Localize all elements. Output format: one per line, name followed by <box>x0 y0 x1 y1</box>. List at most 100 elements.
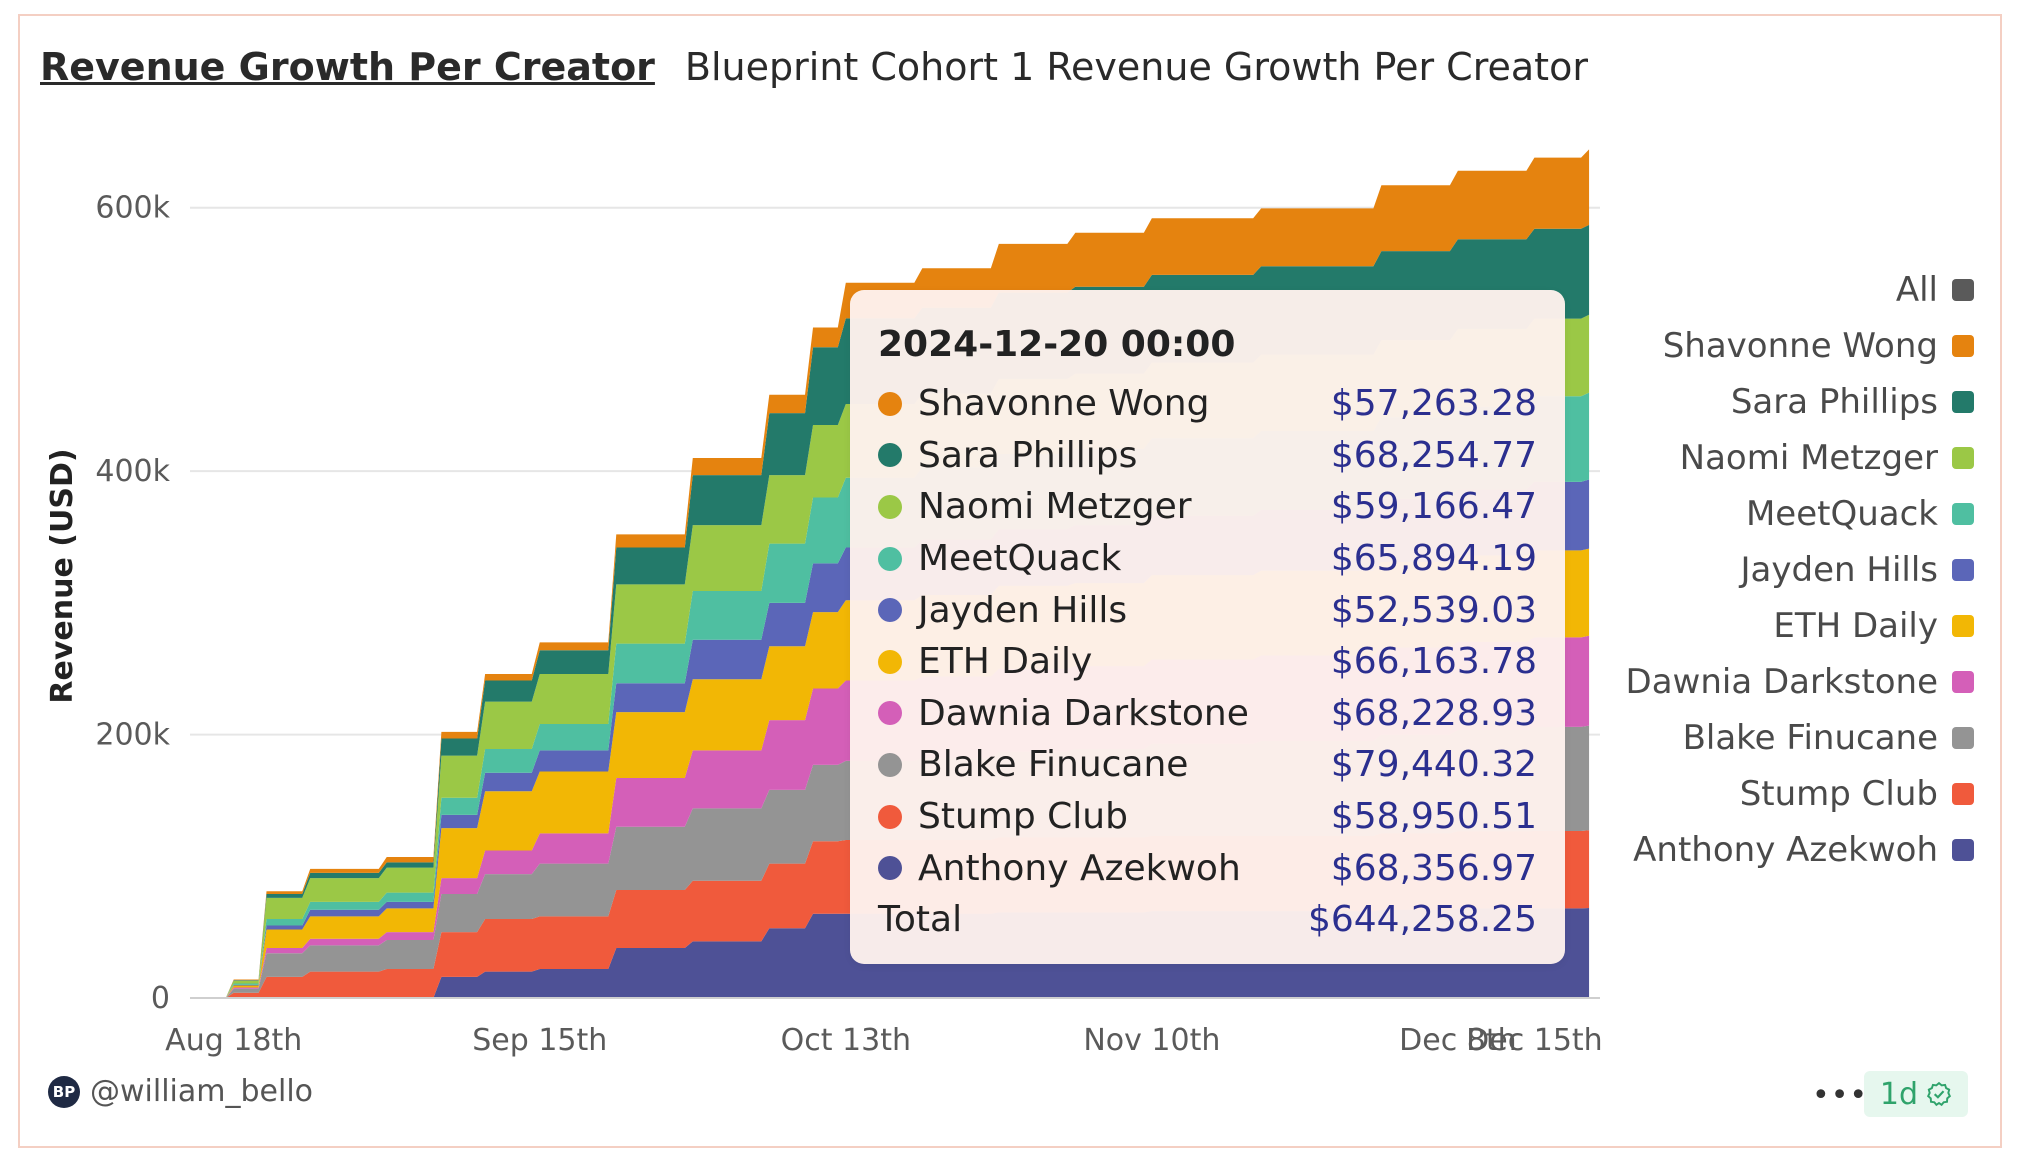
x-tick-label: Nov 10th <box>1083 1023 1220 1058</box>
tooltip-date: 2024-12-20 00:00 <box>878 324 1236 365</box>
legend-item[interactable]: Stump Club <box>1534 766 1974 822</box>
x-tick-label: Aug 18th <box>165 1023 302 1058</box>
series-dot <box>878 649 902 674</box>
legend-label: All <box>1895 270 1938 310</box>
legend-swatch <box>1952 727 1974 749</box>
legend-label: Naomi Metzger <box>1679 438 1938 478</box>
tooltip-series-name: ETH Daily <box>918 641 1093 683</box>
tooltip-series-name: Naomi Metzger <box>918 486 1192 528</box>
tooltip-row: Stump Club $58,950.51 <box>878 791 1537 843</box>
tooltip-row: Dawnia Darkstone $68,228.93 <box>878 688 1537 740</box>
legend-label: Anthony Azekwoh <box>1633 830 1938 870</box>
legend-label: Blake Finucane <box>1682 718 1938 758</box>
y-tick-label: 400k <box>95 454 170 489</box>
legend-label: Jayden Hills <box>1740 550 1938 590</box>
area-series[interactable] <box>190 149 1590 998</box>
legend-swatch <box>1952 447 1974 469</box>
series-dot <box>878 546 902 571</box>
tooltip-series-name: Blake Finucane <box>918 744 1189 786</box>
tooltip-series-name: MeetQuack <box>918 538 1122 580</box>
tooltip-series-name: Shavonne Wong <box>918 383 1210 425</box>
tooltip-row: Blake Finucane $79,440.32 <box>878 739 1537 791</box>
series-dot <box>878 752 902 777</box>
y-tick-label: 600k <box>95 191 170 226</box>
legend-swatch <box>1952 559 1974 581</box>
tooltip-series-name: Anthony Azekwoh <box>918 847 1241 889</box>
tooltip-series-value: $57,263.28 <box>1330 383 1537 425</box>
legend-item[interactable]: Sara Phillips <box>1534 374 1974 430</box>
tooltip-series-value: $68,356.97 <box>1330 847 1537 889</box>
y-axis-title: Revenue (USD) <box>45 448 80 703</box>
legend-swatch <box>1952 279 1974 301</box>
avatar: BP <box>48 1075 80 1108</box>
refresh-status-badge[interactable]: 1d <box>1864 1071 1968 1117</box>
tooltip-series-value: $59,166.47 <box>1330 486 1537 528</box>
legend-item[interactable]: ETH Daily <box>1534 598 1974 654</box>
series-dot <box>878 856 902 881</box>
tooltip-row: Anthony Azekwoh $68,356.97 <box>878 842 1537 894</box>
legend-swatch <box>1952 839 1974 861</box>
tooltip-series-value: $68,254.77 <box>1330 434 1537 476</box>
tooltip-row: Shavonne Wong $57,263.28 <box>878 378 1537 430</box>
tooltip-series-value: $52,539.03 <box>1330 589 1537 631</box>
legend-item[interactable]: Blake Finucane <box>1534 710 1974 766</box>
tooltip-series-value: $58,950.51 <box>1330 796 1537 838</box>
author-username: @william_bello <box>90 1074 314 1109</box>
legend-label: Shavonne Wong <box>1662 326 1938 366</box>
legend-swatch <box>1952 335 1974 357</box>
tooltip-row: Naomi Metzger $59,166.47 <box>878 481 1537 533</box>
header: Revenue Growth Per Creator Blueprint Coh… <box>40 42 1588 92</box>
series-dot <box>878 804 902 829</box>
author[interactable]: BP @william_bello <box>48 1074 313 1109</box>
tooltip-series-value: $79,440.32 <box>1330 744 1537 786</box>
legend-item[interactable]: Shavonne Wong <box>1534 318 1974 374</box>
legend-label: ETH Daily <box>1773 606 1938 646</box>
series-dot <box>878 701 902 726</box>
legend-swatch <box>1952 503 1974 525</box>
tooltip-row: ETH Daily $66,163.78 <box>878 636 1537 688</box>
tooltip-row: MeetQuack $65,894.19 <box>878 533 1537 585</box>
y-tick-label: 0 <box>151 981 170 1016</box>
legend-swatch <box>1952 783 1974 805</box>
legend-swatch <box>1952 671 1974 693</box>
check-circle-icon <box>1927 1081 1952 1107</box>
chart-title-link[interactable]: Revenue Growth Per Creator <box>40 45 655 89</box>
series-dot <box>878 443 902 468</box>
series-dot <box>878 391 902 416</box>
legend-item[interactable]: Jayden Hills <box>1534 542 1974 598</box>
more-options-icon[interactable]: ••• <box>1812 1078 1869 1113</box>
x-tick-label: Sep 15th <box>472 1023 607 1058</box>
refresh-interval-label: 1d <box>1879 1076 1919 1112</box>
chart-subtitle: Blueprint Cohort 1 Revenue Growth Per Cr… <box>684 45 1588 89</box>
legend-item[interactable]: Anthony Azekwoh <box>1534 822 1974 878</box>
legend: All Shavonne Wong Sara Phillips Naomi Metzg… <box>1534 262 1974 878</box>
tooltip-series-value: $68,228.93 <box>1330 692 1537 734</box>
legend-item[interactable]: Dawnia Darkstone <box>1534 654 1974 710</box>
tooltip-row: Jayden Hills $52,539.03 <box>878 584 1537 636</box>
hover-tooltip: 2024-12-20 00:00 Shavonne Wong $57,263.28… <box>850 290 1565 964</box>
legend-label: MeetQuack <box>1745 494 1938 534</box>
tooltip-total-row: Total $644,258.25 <box>878 894 1537 946</box>
legend-label: Dawnia Darkstone <box>1625 662 1938 702</box>
series-dot <box>878 598 902 623</box>
tooltip-series-value: $66,163.78 <box>1330 641 1537 683</box>
legend-label: Stump Club <box>1739 774 1938 814</box>
legend-item[interactable]: Naomi Metzger <box>1534 430 1974 486</box>
tooltip-series-name: Dawnia Darkstone <box>918 692 1249 734</box>
tooltip-series-name: Jayden Hills <box>918 589 1128 631</box>
x-tick-label: Oct 13th <box>781 1023 911 1058</box>
legend-item[interactable]: MeetQuack <box>1534 486 1974 542</box>
tooltip-total-value: $644,258.25 <box>1307 899 1537 941</box>
legend-item[interactable]: All <box>1534 262 1974 318</box>
x-tick-label: Dec 15th <box>1466 1023 1603 1058</box>
tooltip-total-label: Total <box>878 899 963 941</box>
tooltip-series-name: Stump Club <box>918 796 1128 838</box>
tooltip-series-name: Sara Phillips <box>918 434 1138 476</box>
legend-swatch <box>1952 391 1974 413</box>
tooltip-row: Sara Phillips $68,254.77 <box>878 430 1537 482</box>
legend-label: Sara Phillips <box>1730 382 1938 422</box>
legend-swatch <box>1952 615 1974 637</box>
x-tick-label: Dec 8th <box>1399 1023 1516 1058</box>
series-dot <box>878 494 902 519</box>
y-tick-label: 200k <box>95 718 170 753</box>
